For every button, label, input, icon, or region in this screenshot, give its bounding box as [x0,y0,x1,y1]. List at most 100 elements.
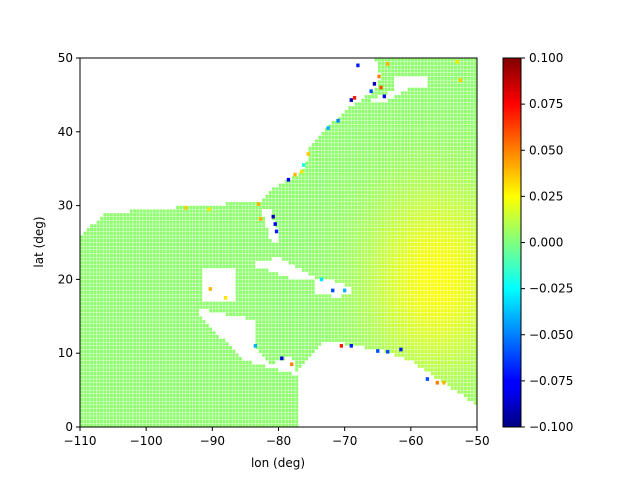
heatmap-cell [219,394,222,397]
heatmap-cell [249,254,252,257]
heatmap-cell [361,328,364,331]
heatmap-cell [166,420,169,423]
heatmap-cell [110,302,113,305]
heatmap-cell [467,257,470,260]
heatmap-cell [163,342,166,345]
heatmap-cell [414,324,417,327]
heatmap-cell [90,283,93,286]
heatmap-cell [467,320,470,323]
heatmap-cell [394,298,397,301]
heatmap-cell [388,291,391,294]
heatmap-cell [272,280,275,283]
heatmap-cell [375,239,378,242]
heatmap-cell [179,424,182,427]
heatmap-cell [252,243,255,246]
heatmap-cell [113,313,116,316]
heatmap-cell [461,320,464,323]
heatmap-cell [411,272,414,275]
heatmap-cell [365,294,368,297]
heatmap-cell [173,342,176,345]
heatmap-cell [365,291,368,294]
heatmap-cell [246,283,249,286]
heatmap-cell [80,405,83,408]
heatmap-cell [143,305,146,308]
heatmap-cell [239,269,242,272]
heatmap-cell [424,331,427,334]
heatmap-cell [348,257,351,260]
heatmap-cell [305,317,308,320]
heatmap-cell [408,280,411,283]
heatmap-cell [269,302,272,305]
heatmap-cell [206,412,209,415]
heatmap-cell [408,331,411,334]
heatmap-cell [199,302,202,305]
heatmap-cell [394,328,397,331]
heatmap-cell [421,239,424,242]
heatmap-cell [404,272,407,275]
heatmap-cell [295,353,298,356]
heatmap-cell [285,339,288,342]
heatmap-cell [110,364,113,367]
heatmap-cell [421,328,424,331]
heatmap-cell [279,342,282,345]
heatmap-cell [107,342,110,345]
heatmap-cell [80,420,83,423]
heatmap-cell [179,376,182,379]
heatmap-cell [292,317,295,320]
heatmap-cell [325,335,328,338]
heatmap-cell [113,257,116,260]
heatmap-cell [474,335,477,338]
heatmap-cell [107,250,110,253]
heatmap-cell [299,305,302,308]
heatmap-cell [381,239,384,242]
heatmap-cell [338,309,341,312]
heatmap-cell [146,235,149,238]
heatmap-cell [80,317,83,320]
heatmap-cell [434,272,437,275]
heatmap-cell [438,287,441,290]
heatmap-cell [107,246,110,249]
heatmap-cell [312,239,315,242]
heatmap-cell [160,346,163,349]
heatmap-cell [252,309,255,312]
heatmap-cell [265,372,268,375]
heatmap-cell [120,320,123,323]
heatmap-cell [163,346,166,349]
heatmap-cell [163,339,166,342]
heatmap-cell [414,346,417,349]
heatmap-cell [418,342,421,345]
heatmap-cell [133,309,136,312]
heatmap-cell [368,272,371,275]
heatmap-cell [242,269,245,272]
heatmap-cell [411,235,414,238]
heatmap-cell [315,254,318,257]
heatmap-cell [127,261,130,264]
heatmap-cell [368,276,371,279]
heatmap-cell [332,317,335,320]
heatmap-cell [189,302,192,305]
heatmap-cell [249,269,252,272]
heatmap-cell [103,364,106,367]
heatmap-cell [136,361,139,364]
heatmap-cell [424,361,427,364]
heatmap-cell [252,387,255,390]
heatmap-cell [176,294,179,297]
heatmap-cell [219,424,222,427]
heatmap-cell [451,276,454,279]
heatmap-cell [295,357,298,360]
heatmap-cell [269,346,272,349]
heatmap-cell [358,320,361,323]
heatmap-cell [173,412,176,415]
heatmap-cell [305,313,308,316]
heatmap-cell [87,331,90,334]
heatmap-cell [289,239,292,242]
heatmap-cell [179,280,182,283]
heatmap-cell [279,239,282,242]
heatmap-cell [322,265,325,268]
heatmap-cell [355,339,358,342]
heatmap-cell [170,257,173,260]
heatmap-cell [179,272,182,275]
heatmap-cell [451,379,454,382]
heatmap-cell [335,331,338,334]
heatmap-cell [414,239,417,242]
